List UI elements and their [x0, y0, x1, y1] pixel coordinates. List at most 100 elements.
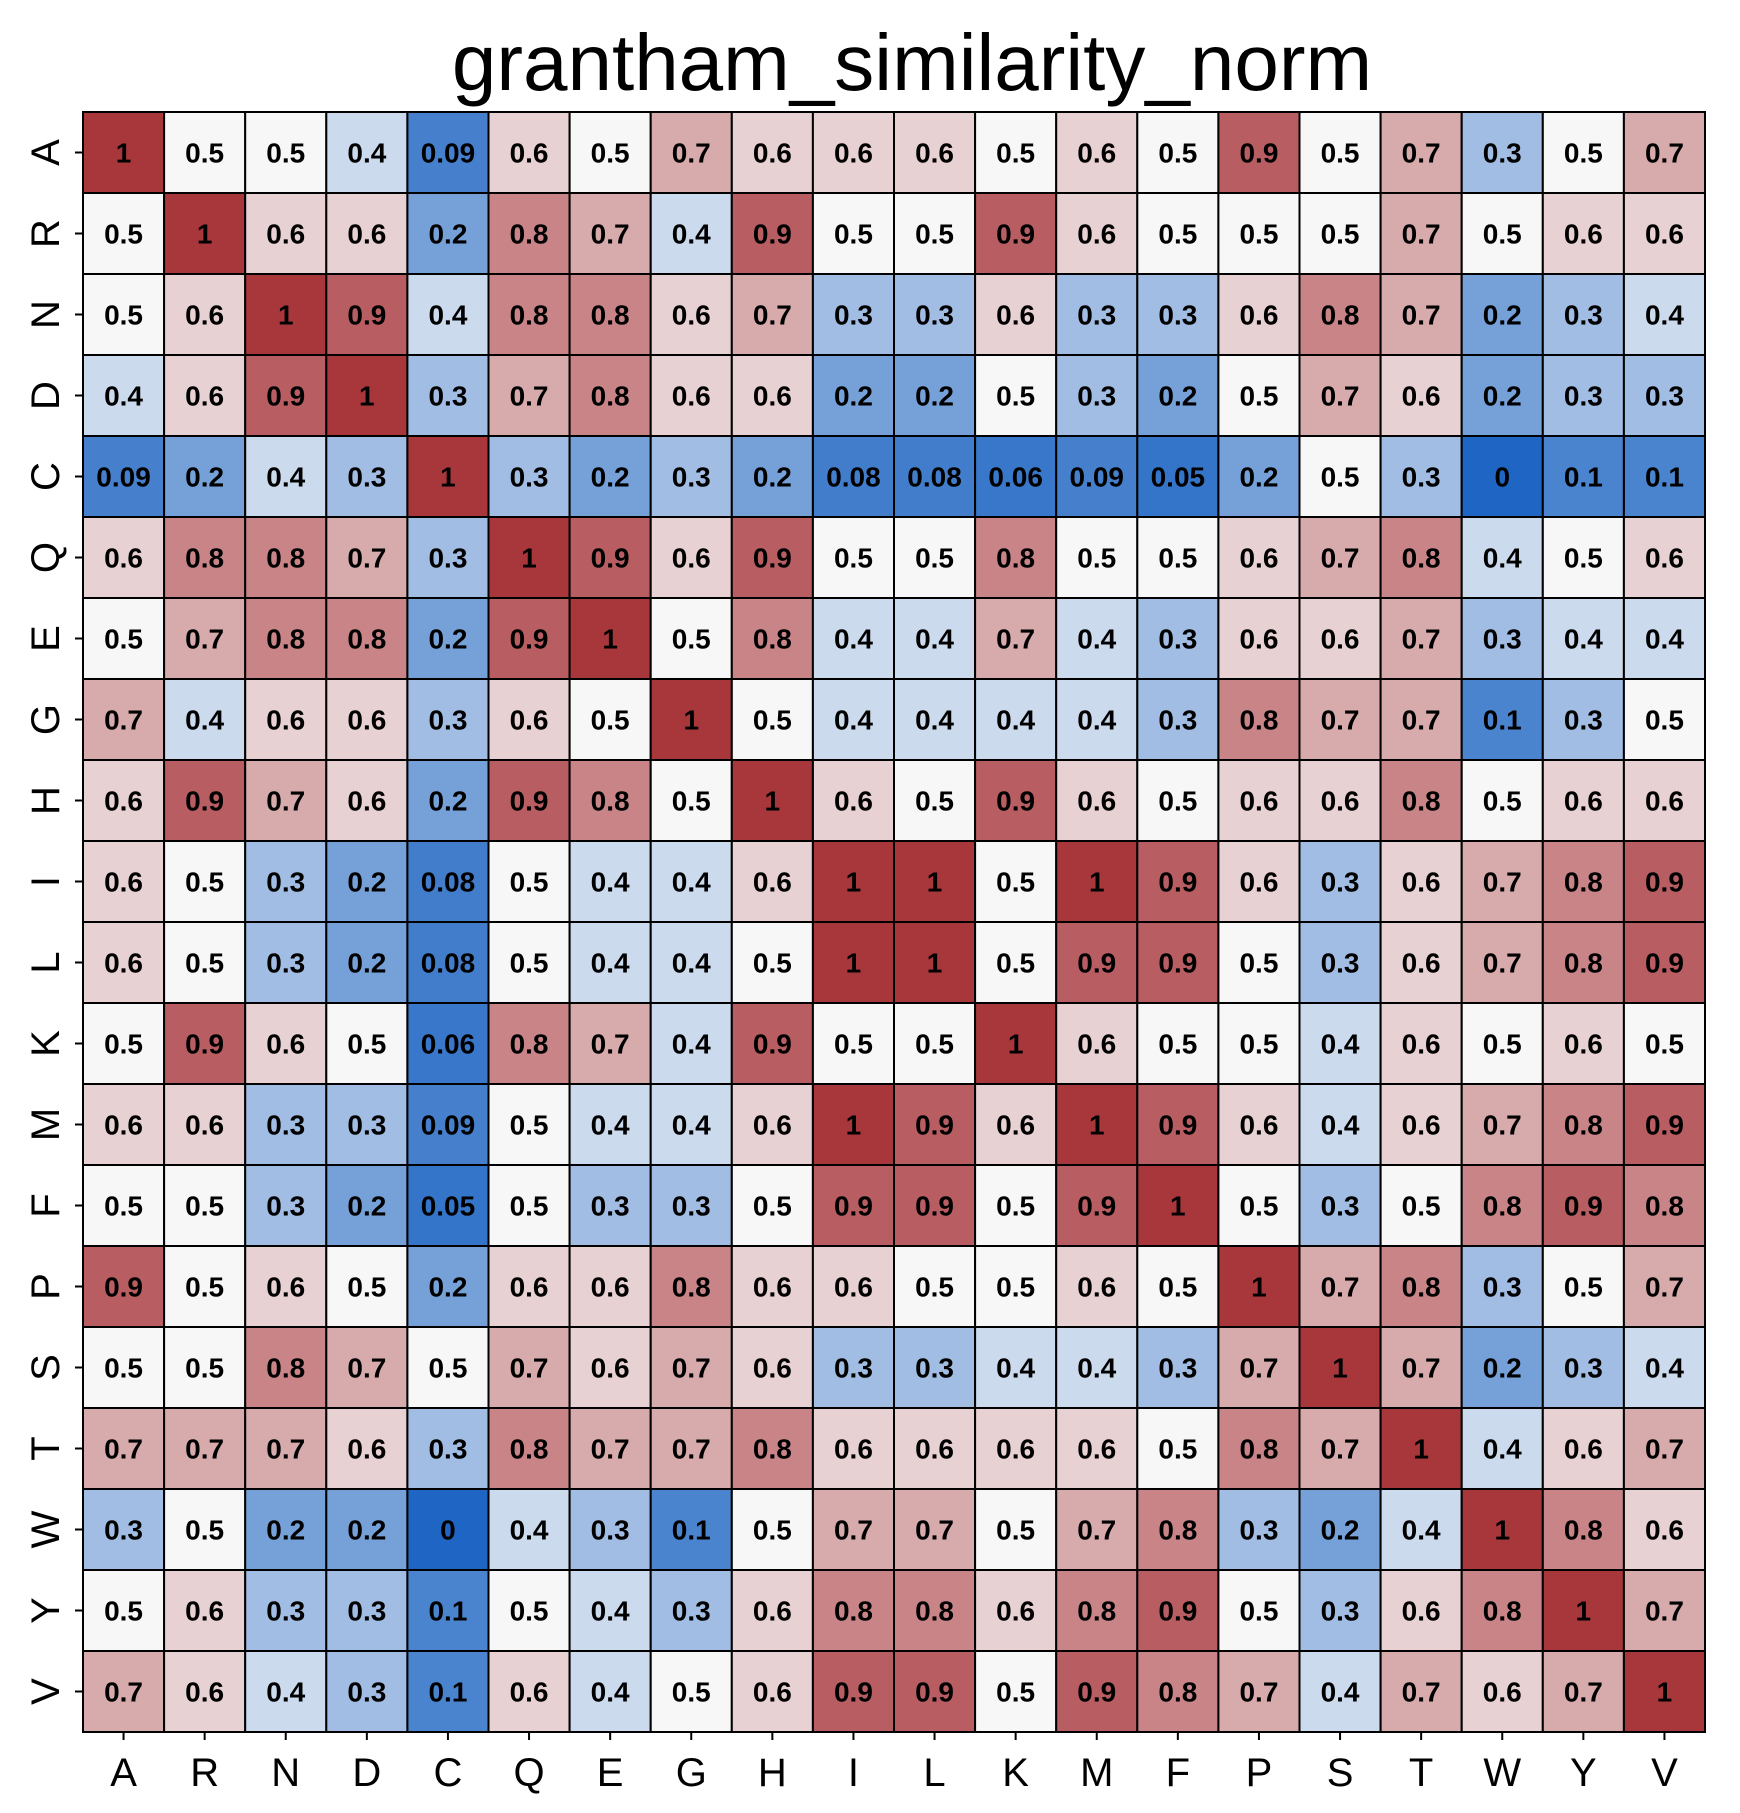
cell-value-label: 0.3	[428, 1434, 467, 1465]
heatmap-cell-R-H	[730, 192, 814, 275]
cell-value-label: 0.5	[1483, 219, 1522, 250]
heatmap-cell-V-H	[730, 1650, 814, 1733]
heatmap-cell-T-F	[1136, 1407, 1220, 1490]
cell-value-label: 0.9	[1564, 1191, 1603, 1222]
heatmap-cell-A-G	[649, 111, 733, 194]
cell-value-label: 1	[683, 705, 699, 736]
cell-value-label: 0.3	[834, 300, 873, 331]
heatmap-cell-G-C	[406, 678, 490, 761]
heatmap-cell-R-S	[1298, 192, 1382, 275]
cell-value-label: 0.9	[185, 786, 224, 817]
cell-value-label: 0.4	[1483, 543, 1522, 574]
heatmap-cell-Q-V	[1622, 516, 1707, 599]
cell-value-label: 0.5	[1645, 705, 1684, 736]
cell-value-label: 0.7	[347, 1353, 386, 1384]
cell-value-label: 0.4	[834, 624, 873, 655]
cell-value-label: 0.9	[915, 1110, 954, 1141]
heatmap-cell-P-W	[1460, 1245, 1544, 1328]
cell-value-label: 0.8	[1402, 786, 1441, 817]
heatmap-cell-N-Q	[487, 273, 571, 356]
cell-value-label: 0.5	[185, 1191, 224, 1222]
heatmap-cell-C-R	[163, 435, 247, 518]
cell-value-label: 0.8	[753, 624, 792, 655]
heatmap-cell-K-Y	[1541, 1002, 1625, 1085]
heatmap-cell-M-T	[1379, 1083, 1463, 1166]
cell-value-label: 0.9	[996, 786, 1035, 817]
cell-value-label: 0.9	[753, 219, 792, 250]
heatmap-cell-P-C	[406, 1245, 490, 1328]
heatmap-cell-P-V	[1622, 1245, 1707, 1328]
cell-value-label: 0.6	[996, 1434, 1035, 1465]
cell-value-label: 0.6	[915, 138, 954, 169]
y-tick-label: R	[24, 219, 68, 248]
cell-value-label: 0.7	[1321, 543, 1360, 574]
cell-value-label: 0.8	[510, 1434, 549, 1465]
heatmap-cell-A-R	[163, 111, 247, 194]
cell-value-label: 0.3	[1645, 381, 1684, 412]
cell-value-label: 0.5	[915, 543, 954, 574]
cell-value-label: 0.8	[510, 219, 549, 250]
heatmap-cell-E-G	[649, 597, 733, 680]
cell-value-label: 0.3	[1077, 300, 1116, 331]
cell-value-label: 0.6	[591, 1272, 630, 1303]
cell-value-label: 0.5	[510, 867, 549, 898]
heatmap-cell-A-W	[1460, 111, 1544, 194]
heatmap-cell-W-K	[974, 1488, 1058, 1571]
cell-value-label: 0.7	[1402, 1677, 1441, 1708]
heatmap-cell-V-V	[1622, 1650, 1707, 1733]
cell-value-label: 0.09	[421, 1110, 476, 1141]
cell-value-label: 0.6	[753, 1677, 792, 1708]
heatmap-cell-V-K	[974, 1650, 1058, 1733]
heatmap-cell-I-L	[893, 840, 977, 923]
heatmap-cell-Y-V	[1622, 1569, 1707, 1652]
cell-value-label: 0.4	[1321, 1110, 1360, 1141]
x-tick-label: E	[597, 1751, 624, 1795]
cell-value-label: 0.9	[1077, 948, 1116, 979]
heatmap-cell-Y-H	[730, 1569, 814, 1652]
cell-value-label: 0.5	[104, 1596, 143, 1627]
heatmap-cell-W-F	[1136, 1488, 1220, 1571]
cell-value-label: 0.2	[753, 462, 792, 493]
cell-value-label: 0.7	[1483, 867, 1522, 898]
heatmap-cell-D-A	[82, 354, 166, 437]
cell-value-label: 0.3	[266, 1596, 305, 1627]
cell-value-label: 0.6	[1564, 1029, 1603, 1060]
cell-value-label: 0.2	[1483, 381, 1522, 412]
heatmap-cell-F-D	[325, 1164, 409, 1247]
cell-value-label: 0.7	[1321, 381, 1360, 412]
heatmap-cell-E-Q	[487, 597, 571, 680]
cell-value-label: 0.4	[1077, 1353, 1116, 1384]
cell-value-label: 0.6	[185, 1110, 224, 1141]
cell-value-label: 0.4	[996, 705, 1035, 736]
cell-value-label: 0.6	[1239, 786, 1278, 817]
cell-value-label: 0.7	[1483, 1110, 1522, 1141]
cell-value-label: 0.3	[104, 1515, 143, 1546]
cell-value-label: 0.7	[1402, 1353, 1441, 1384]
cell-value-label: 0.6	[1239, 624, 1278, 655]
heatmap-cell-K-T	[1379, 1002, 1463, 1085]
cell-value-label: 0.1	[1645, 462, 1684, 493]
cell-value-label: 0.7	[1564, 1677, 1603, 1708]
heatmap-cell-T-P	[1217, 1407, 1301, 1490]
cell-value-label: 0.5	[1564, 1272, 1603, 1303]
heatmap-cell-N-C	[406, 273, 490, 356]
cell-value-label: 0.6	[591, 1353, 630, 1384]
cell-value-label: 0.3	[1321, 867, 1360, 898]
cell-value-label: 0.5	[996, 948, 1035, 979]
cell-value-label: 0.7	[753, 300, 792, 331]
cell-value-label: 0.5	[915, 1272, 954, 1303]
heatmap-cell-C-W	[1460, 435, 1544, 518]
heatmap-cell-T-S	[1298, 1407, 1382, 1490]
heatmap-cell-M-Q	[487, 1083, 571, 1166]
cell-value-label: 1	[440, 462, 456, 493]
cell-value-label: 0.3	[1564, 381, 1603, 412]
cell-value-label: 0.5	[510, 1191, 549, 1222]
heatmap-cell-L-Q	[487, 921, 571, 1004]
cell-value-label: 0.5	[672, 786, 711, 817]
y-tick-label: H	[24, 786, 68, 815]
heatmap-cell-R-T	[1379, 192, 1463, 275]
cell-value-label: 0.2	[1158, 381, 1197, 412]
cell-value-label: 0.6	[753, 1110, 792, 1141]
cell-value-label: 0.2	[1239, 462, 1278, 493]
heatmap-cell-C-P	[1217, 435, 1301, 518]
